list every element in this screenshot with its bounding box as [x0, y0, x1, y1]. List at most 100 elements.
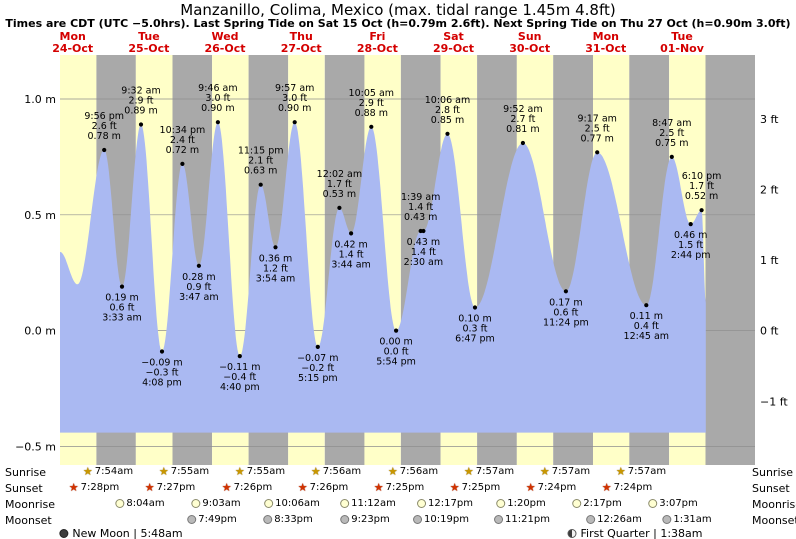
high-tide-label: 9:17 am 2.5 ft 0.77 m [577, 113, 616, 144]
sunrise-label-left: Sunrise [5, 466, 47, 479]
day-label: Tue [671, 30, 693, 43]
sunset-entry: ★ 7:27pm [145, 482, 195, 493]
y-axis-left-label: 0.0 m [24, 325, 56, 338]
low-tide-dot [273, 245, 278, 250]
day-date-label: 26-Oct [204, 42, 245, 55]
sunrise-entry: ★ 7:57am [540, 466, 590, 477]
low-tide-dot [421, 228, 426, 234]
moonrise-label-left: Moonrise [5, 498, 55, 511]
day-date-label: 01-Nov [660, 42, 705, 55]
high-tide-label: 10:06 am 2.8 ft 0.85 m [425, 95, 470, 126]
sunset-time: 7:24pm [613, 482, 653, 493]
sunset-label-right: Sunset [752, 482, 790, 495]
y-axis-right-label: 3 ft [760, 113, 779, 126]
sunset-time: 7:27pm [156, 482, 196, 493]
sunset-time: 7:26pm [309, 482, 349, 493]
sunset-row: Sunset ★ 7:28pm ★ 7:27pm ★ 7:26pm ★ 7:26pm ★ 7:25… [0, 481, 796, 497]
y-axis-left-label: 1.0 m [24, 93, 56, 106]
sunrise-entry: ★ 7:56am [311, 466, 361, 477]
sunrise-time: 7:55am [170, 466, 210, 477]
moonset-time: 10:19pm [424, 514, 469, 525]
sunrise-entry: ★ 7:57am [464, 466, 514, 477]
moonset-icon [413, 515, 423, 524]
moonrise-entry: 1:20pm [496, 498, 546, 509]
sunrise-entry: ★ 7:55am [235, 466, 285, 477]
day-label: Thu [290, 30, 313, 43]
sunrise-time: 7:57am [627, 466, 667, 477]
moonrise-label-right: Moonrise [752, 498, 796, 511]
high-tide-dot [180, 161, 185, 166]
page-title: Manzanillo, Colima, Mexico (max. tidal r… [180, 1, 616, 19]
page-subtitle: Times are CDT (UTC −5.0hrs). Last Spring… [5, 17, 791, 30]
sunset-icon: ★ [68, 481, 79, 494]
sunset-icon: ★ [221, 481, 232, 494]
high-tide-label: 10:05 am 2.9 ft 0.88 m [349, 88, 394, 119]
moonrise-entry: 10:06am [264, 498, 320, 509]
moonrise-time: 9:03am [202, 498, 241, 509]
moon-phase-text: New Moon | 5:48am [72, 527, 183, 539]
moonrise-time: 3:07pm [659, 498, 698, 509]
moonrise-icon [648, 499, 658, 508]
sunset-time: 7:26pm [233, 482, 273, 493]
low-tide-dot [159, 349, 165, 354]
low-tide-label: 0.19 m 0.6 ft 3:33 am [102, 293, 141, 324]
high-tide-label: 11:15 pm 2.1 ft 0.63 m [238, 146, 284, 177]
sunset-entry: ★ 7:25pm [450, 482, 500, 493]
moonrise-entry: 11:12am [340, 498, 396, 509]
day-date-label: 28-Oct [357, 42, 398, 55]
y-axis-right-label: 2 ft [760, 183, 779, 196]
moonrise-entry: 12:17pm [417, 498, 473, 509]
moonrise-time: 2:17pm [583, 498, 622, 509]
high-tide-label: 12:02 am 1.7 ft 0.53 m [317, 169, 362, 200]
sunset-entry: ★ 7:24pm [526, 482, 576, 493]
sunset-label-left: Sunset [5, 482, 43, 495]
low-tide-dot [688, 222, 693, 227]
day-date-label: 30-Oct [509, 42, 550, 55]
moon-phase-first-quarter: First Quarter | 1:38am [567, 527, 703, 539]
day-label: Sat [443, 30, 464, 43]
moonset-icon [494, 515, 504, 524]
moonset-icon [662, 515, 672, 524]
sunset-icon: ★ [601, 481, 612, 494]
high-tide-dot [258, 182, 263, 187]
sunset-icon: ★ [449, 481, 460, 494]
moonrise-row: Moonrise 8:04am 9:03am 10:06am 11:12am 12:17… [0, 497, 796, 513]
moon-phases-row: New Moon | 5:48am First Quarter | 1:38am [0, 527, 796, 539]
moonset-time: 7:49pm [198, 514, 237, 525]
high-tide-dot [669, 154, 674, 159]
moon-phase-new: New Moon | 5:48am [59, 527, 183, 539]
high-tide-dot [337, 205, 342, 210]
low-tide-label: 0.36 m 1.2 ft 3:54 am [256, 253, 295, 284]
moonrise-icon [191, 499, 201, 508]
moonrise-entry: 2:17pm [572, 498, 622, 509]
sunrise-time: 7:57am [551, 466, 591, 477]
y-axis-right-label: 0 ft [760, 325, 779, 338]
sunset-entry: ★ 7:26pm [222, 482, 272, 493]
moonrise-icon [264, 499, 274, 508]
moonrise-entry: 8:04am [115, 498, 165, 509]
low-tide-dot [644, 303, 649, 308]
day-label: Mon [60, 30, 86, 43]
moon-phase-text: First Quarter | 1:38am [580, 527, 703, 539]
moonset-icon [263, 515, 273, 524]
high-tide-label: 9:32 am 2.9 ft 0.89 m [121, 86, 160, 117]
sunset-icon: ★ [297, 481, 308, 494]
low-tide-dot [315, 344, 320, 349]
moonset-row: Moonset 7:49pm 8:33pm 9:23pm 10:19pm 11:21pm… [0, 513, 796, 529]
sunrise-time: 7:55am [246, 466, 286, 477]
high-tide-label: 8:47 am 2.5 ft 0.75 m [652, 118, 691, 149]
moonset-time: 12:26am [597, 514, 642, 525]
sunset-time: 7:25pm [461, 482, 501, 493]
low-tide-label: 0.43 m 1.4 ft 2:30 am [404, 237, 443, 268]
day-label: Sun [518, 30, 542, 43]
sunrise-icon: ★ [234, 465, 245, 478]
sunset-icon: ★ [373, 481, 384, 494]
low-tide-dot [394, 328, 399, 333]
low-tide-label: 0.17 m 0.6 ft 11:24 pm [543, 297, 589, 328]
high-tide-dot [138, 122, 144, 127]
day-date-label: 27-Oct [281, 42, 322, 55]
moonset-entry: 9:23pm [340, 514, 390, 525]
moonset-time: 8:33pm [274, 514, 313, 525]
low-tide-dot [472, 305, 478, 310]
